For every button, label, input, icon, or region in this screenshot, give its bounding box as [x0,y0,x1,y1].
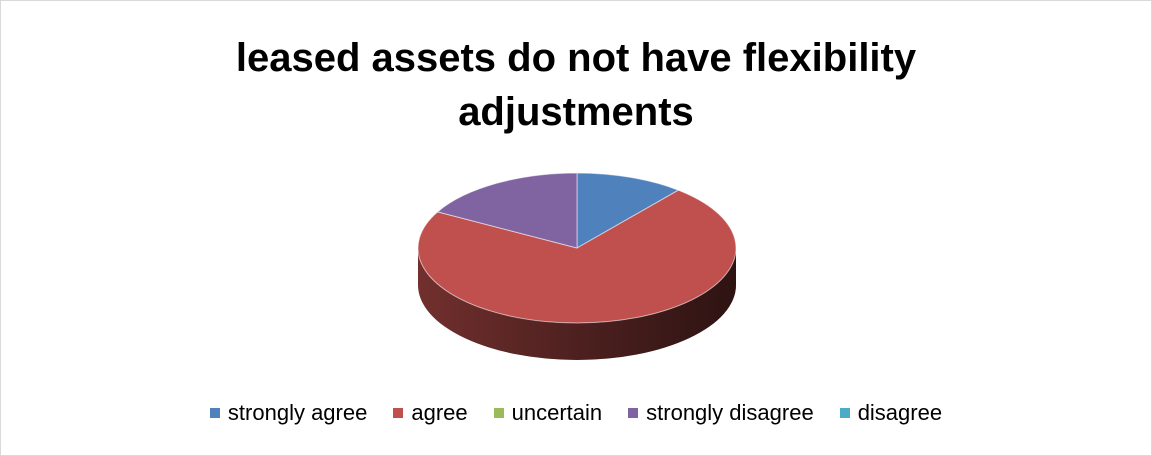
legend: strongly agree agree uncertain strongly … [1,400,1151,426]
pie-sides [418,248,736,360]
legend-swatch [393,408,404,418]
legend-item-disagree: disagree [839,400,943,426]
legend-swatch [209,408,220,418]
chart-title-line-1: leased assets do not have flexibility [235,36,917,80]
pie-slice-strongly-disagree [436,172,578,249]
legend-item-agree: agree [393,400,468,426]
legend-label: disagree [857,400,943,425]
legend-label: strongly disagree [646,400,814,425]
pie-slice-agree [417,189,737,324]
chart-title: leased assets do not have flexibility ad… [1,31,1151,139]
legend-swatch [493,408,504,418]
legend-item-strongly-disagree: strongly disagree [628,400,814,426]
legend-swatch [628,408,639,418]
legend-item-strongly-agree: strongly agree [209,400,368,426]
legend-item-uncertain: uncertain [493,400,603,426]
legend-label: agree [411,400,468,425]
legend-label: uncertain [511,400,603,425]
legend-label: strongly agree [227,400,368,425]
pie-tops [417,172,737,324]
chart-title-line-2: adjustments [458,90,694,134]
pie-side-shade-agree [418,248,736,360]
legend-swatch [839,408,850,418]
pie-slice-strongly-agree [576,172,680,249]
